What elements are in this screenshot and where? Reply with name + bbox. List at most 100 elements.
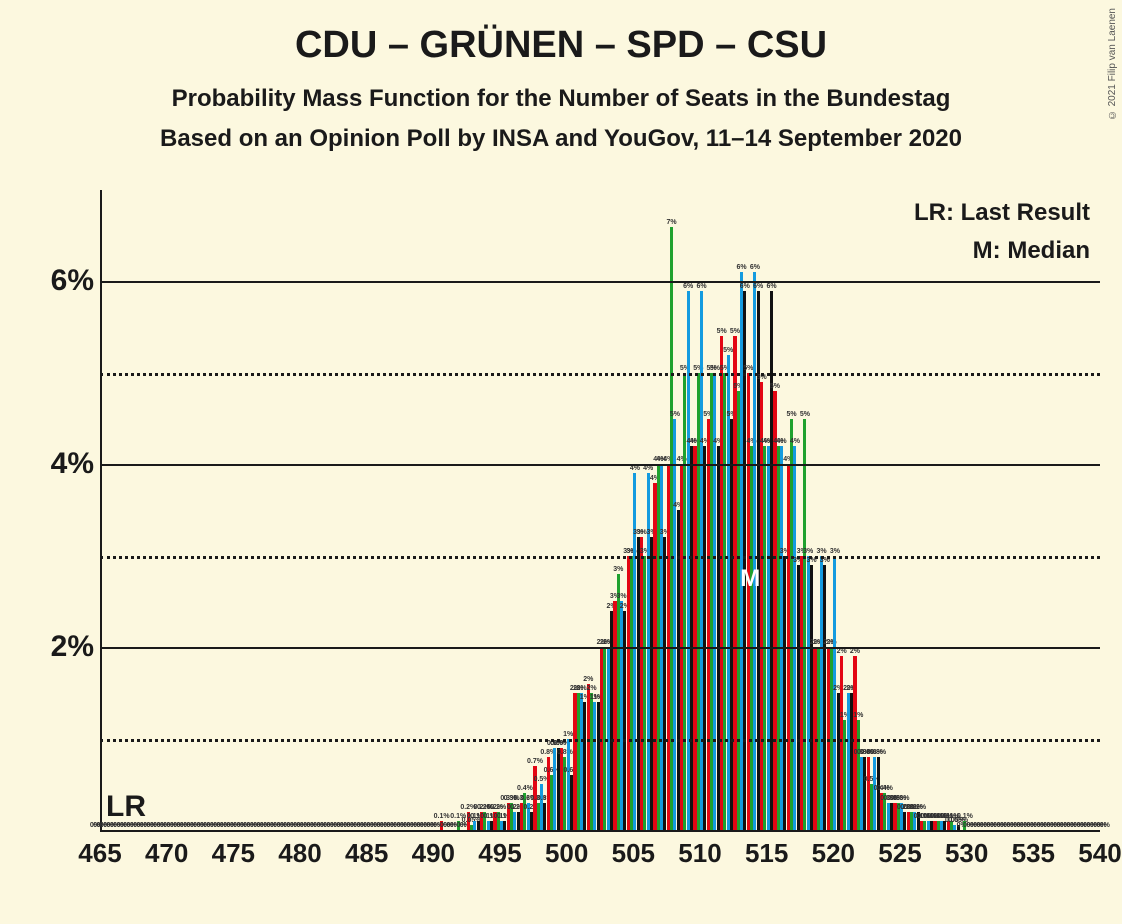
bar-value-label: 4% <box>776 438 786 445</box>
x-tick-label: 530 <box>945 838 988 869</box>
bar-group: 0%0%0%0% <box>387 190 400 830</box>
bar-group: 0.1%0.1%0.05%0.05% <box>947 190 960 830</box>
x-tick-label: 540 <box>1078 838 1121 869</box>
bar-group: 0.1%0.1%0.1%0.1% <box>933 190 946 830</box>
bar-value-label: 1% <box>853 712 863 719</box>
chart-subtitle-2: Based on an Opinion Poll by INSA and You… <box>0 125 1122 153</box>
copyright-text: © 2021 Filip van Laenen <box>1107 8 1118 120</box>
bar-group: 4%4%4%3% <box>653 190 666 830</box>
median-marker: M <box>740 565 760 593</box>
bar-value-label: 0.1% <box>957 813 973 820</box>
bar-value-label: 2% <box>850 648 860 655</box>
bar-group: 0%0%0%0% <box>973 190 986 830</box>
bar-group: 5%5%6%6% <box>733 190 746 830</box>
bar-group: 0%0%0%0% <box>253 190 266 830</box>
gridline-major <box>100 464 1100 466</box>
x-tick-label: 510 <box>678 838 721 869</box>
bar-group: 0%0%0%0% <box>1080 190 1093 830</box>
bar-group: 0.1%0.1%0.1%0.1% <box>920 190 933 830</box>
bar-value-label: 6% <box>736 264 746 271</box>
bar-group: 0%0%0%0% <box>320 190 333 830</box>
x-tick-label: 500 <box>545 838 588 869</box>
bar-value-label: 5% <box>710 365 720 372</box>
bar-group: 3%3%4%3% <box>640 190 653 830</box>
bar-group: 0%0%0%0% <box>1027 190 1040 830</box>
bar-group: 3%5%3%3% <box>800 190 813 830</box>
x-tick-label: 470 <box>145 838 188 869</box>
bar-group: 0%0%0%0% <box>1067 190 1080 830</box>
bar-group: 0%0%0%0% <box>200 190 213 830</box>
bar-group: 0%0%0%0% <box>267 190 280 830</box>
bar-group: 2%2%3%3% <box>813 190 826 830</box>
bar-group: 0%0%0%0% <box>1093 190 1106 830</box>
chart-area: LR: Last Result M: Median LR 0%0%0%0%0%0… <box>60 190 1100 880</box>
title-block: CDU – GRÜNEN – SPD – CSU Probability Mas… <box>0 0 1122 153</box>
bar-value-label: 5% <box>770 383 780 390</box>
bar-group: 0%0%0%0% <box>213 190 226 830</box>
x-tick-label: 520 <box>812 838 855 869</box>
bar-value-label: 5% <box>717 328 727 335</box>
gridline-minor <box>100 556 1100 559</box>
bar-group: 0%0%0%0% <box>227 190 240 830</box>
bar-value-label: 6% <box>683 283 693 290</box>
x-tick-label: 515 <box>745 838 788 869</box>
bar-value-label: 5% <box>730 328 740 335</box>
bar-group: 0.3%0.3%0.3%0.2% <box>893 190 906 830</box>
bar-group: 0.2%0.2%0.1%0.1% <box>480 190 493 830</box>
bar-group: 2%2%3%2% <box>827 190 840 830</box>
bar-group: 5%4%6%6% <box>747 190 760 830</box>
x-tick-label: 505 <box>612 838 655 869</box>
bar-group: 5%4%4%6% <box>760 190 773 830</box>
bar-value-label: 3% <box>803 548 813 555</box>
x-axis-line <box>100 830 1100 832</box>
x-tick-label: 525 <box>878 838 921 869</box>
bar-group: 0%0%0%0% <box>333 190 346 830</box>
bar-value-label: 0.7% <box>527 758 543 765</box>
bar-value-label: 0.1% <box>434 813 450 820</box>
bar-group: 2%2%2%1% <box>573 190 586 830</box>
bar-group: 5%4%4%3% <box>773 190 786 830</box>
bar-value-label: 0.4% <box>517 785 533 792</box>
gridline-major <box>100 281 1100 283</box>
bar-group: 0%0%0%0% <box>107 190 120 830</box>
bar-group: 0%0%0%0% <box>307 190 320 830</box>
bar-group: 0.7%0.3%0.5%0.3% <box>533 190 546 830</box>
bar-group: 0%0.1%0%0% <box>453 190 466 830</box>
bar-group: 0%0%0%0% <box>400 190 413 830</box>
bar-group: 0.2%0.2%0.2%0.2% <box>907 190 920 830</box>
bar-group: 0%0%0%0% <box>427 190 440 830</box>
bar-value-label: 3% <box>830 548 840 555</box>
bar-group: 0.3%0.4%0.3%0.2% <box>520 190 533 830</box>
bar-group: 0%0.1%0%0% <box>960 190 973 830</box>
bar-group: 0%0%0%0% <box>160 190 173 830</box>
bar-group: 0%0%0%0% <box>120 190 133 830</box>
gridline-major <box>100 647 1100 649</box>
bar-group: 0.9%0.8%1%0.6% <box>560 190 573 830</box>
bar-group: 4%7%5%4% <box>667 190 680 830</box>
bar-group: 0%0%0%0% <box>360 190 373 830</box>
bar-value-label: 2% <box>587 685 597 692</box>
x-tick-label: 485 <box>345 838 388 869</box>
x-tick-label: 465 <box>78 838 121 869</box>
bar-value-label: 5% <box>800 411 810 418</box>
plot-area: LR: Last Result M: Median LR 0%0%0%0%0%0… <box>100 190 1100 830</box>
bar-group: 0%0%0%0% <box>173 190 186 830</box>
bar-value-label: 2% <box>576 685 586 692</box>
x-tick-label: 480 <box>278 838 321 869</box>
bar-group: 5%5%5%5% <box>720 190 733 830</box>
bar-group: 2%2%2%2% <box>600 190 613 830</box>
x-tick-label: 535 <box>1012 838 1055 869</box>
x-tick-label: 475 <box>212 838 255 869</box>
bar-group: 0%0%0%0% <box>1000 190 1013 830</box>
bar-group: 3%3%3%2% <box>613 190 626 830</box>
bar-value-label: 5% <box>787 411 797 418</box>
bar-group: 4%5%6%4% <box>680 190 693 830</box>
bar-group: 4%5%6%4% <box>693 190 706 830</box>
bar-group: 0%0%0%0% <box>280 190 293 830</box>
bar-group: 2%2%1%1% <box>587 190 600 830</box>
bar-value-label: 2% <box>583 676 593 683</box>
gridline-minor <box>100 373 1100 376</box>
bar-value-label: 6% <box>696 283 706 290</box>
chart-title: CDU – GRÜNEN – SPD – CSU <box>0 24 1122 67</box>
bar-group: 0.2%0.05%0.1%0.1% <box>467 190 480 830</box>
